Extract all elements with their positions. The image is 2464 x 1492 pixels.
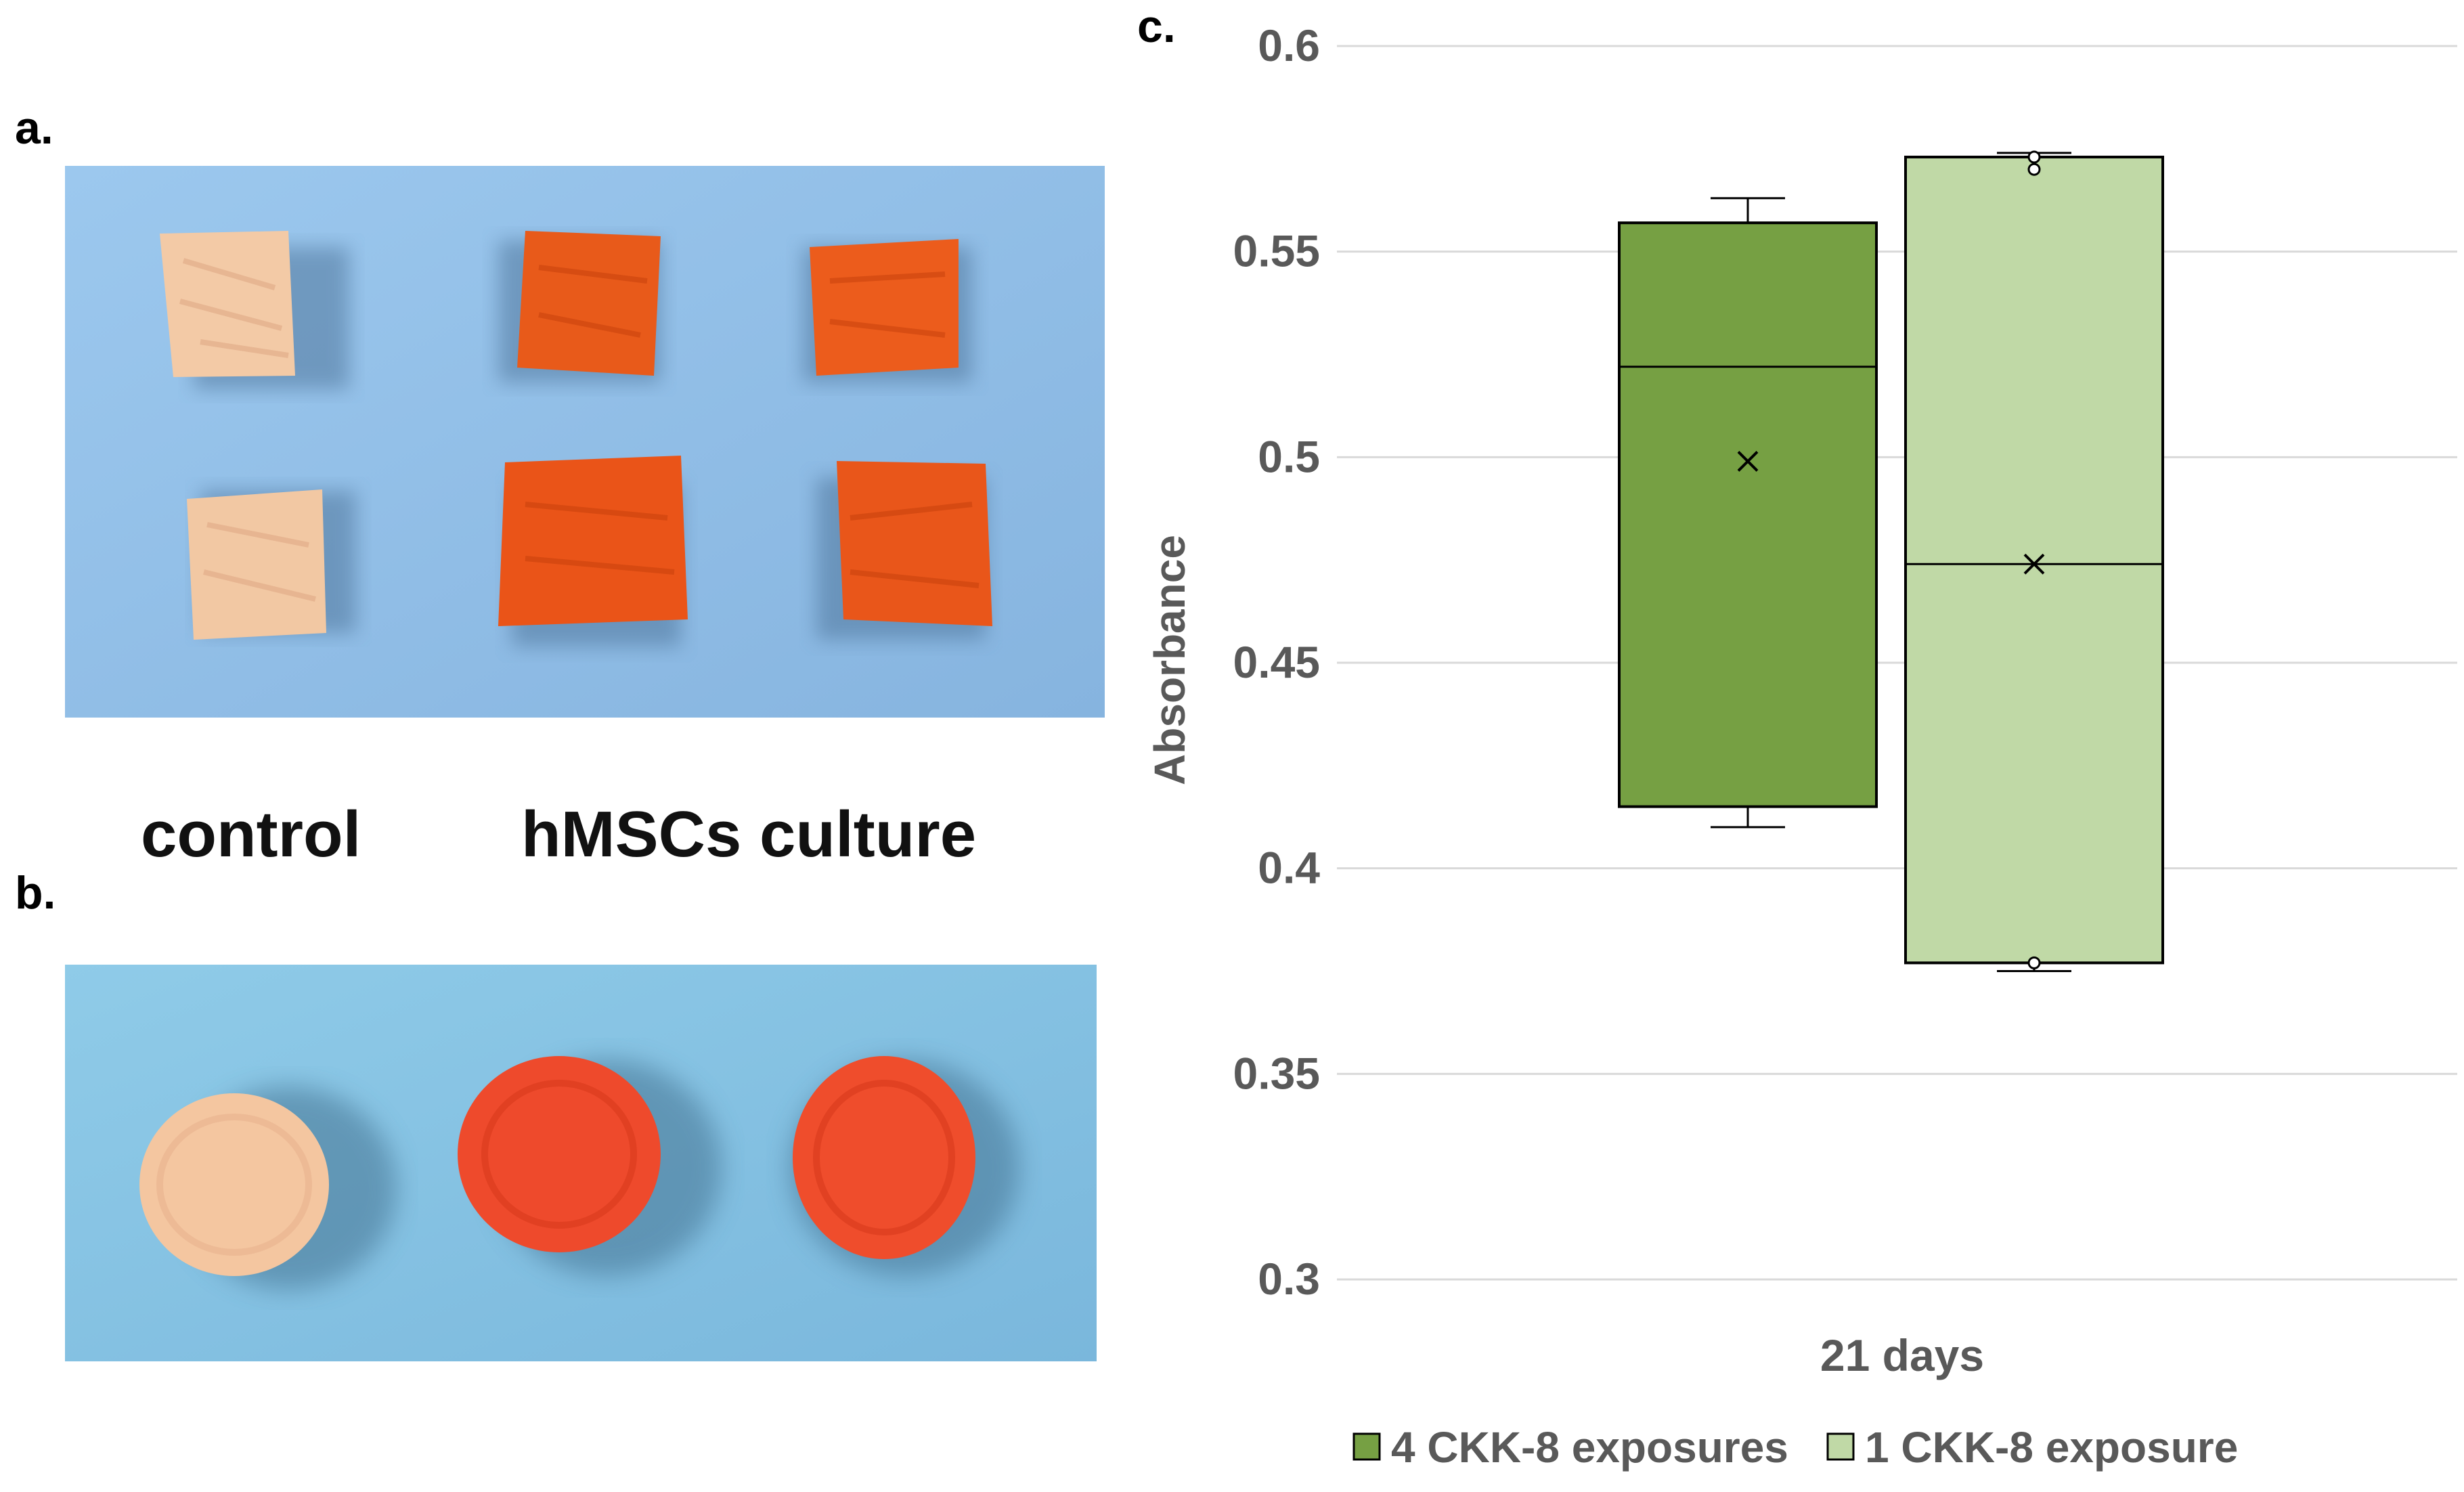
- panel-label-c: c.: [1137, 1, 1176, 52]
- photo-a-image: [65, 166, 1105, 718]
- photo-panel-b: [65, 965, 1097, 1361]
- photo-b-image: [65, 965, 1097, 1361]
- outlier-point: [2027, 150, 2041, 164]
- control-sample: [139, 1093, 329, 1276]
- outlier-point: [2027, 956, 2041, 969]
- y-tick-label: 0.5: [1258, 431, 1320, 481]
- panel-label-a: a.: [15, 102, 53, 154]
- control-label: control: [141, 798, 361, 871]
- box-series: [1618, 197, 1878, 829]
- legend-swatch: [1826, 1432, 1855, 1461]
- y-tick-label: 0.55: [1233, 226, 1320, 276]
- legend-swatch: [1352, 1432, 1381, 1461]
- panel-label-b: b.: [15, 867, 56, 919]
- legend-label: 1 CKK-8 exposure: [1865, 1423, 2238, 1472]
- box-series: [1904, 150, 2164, 972]
- culture-label: hMSCs culture: [521, 798, 977, 871]
- mean-marker: [1737, 450, 1759, 472]
- box-body: [1904, 155, 2164, 965]
- legend-label: 4 CKK-8 exposures: [1391, 1423, 1788, 1472]
- y-tick-label: 0.35: [1233, 1048, 1320, 1098]
- mean-marker: [2023, 553, 2045, 575]
- y-axis-title: Absorbance: [1145, 535, 1194, 785]
- photo-panel-a: [65, 166, 1105, 718]
- y-tick-label: 0.4: [1258, 843, 1320, 893]
- x-category-label: 21 days: [1820, 1330, 1984, 1380]
- box-body: [1618, 221, 1878, 808]
- outlier-point: [2027, 162, 2041, 176]
- stained-sample: [498, 456, 688, 626]
- y-tick-label: 0.6: [1258, 20, 1320, 70]
- y-tick-label: 0.3: [1258, 1254, 1320, 1304]
- y-tick-label: 0.45: [1233, 637, 1320, 687]
- control-sample: [160, 231, 295, 377]
